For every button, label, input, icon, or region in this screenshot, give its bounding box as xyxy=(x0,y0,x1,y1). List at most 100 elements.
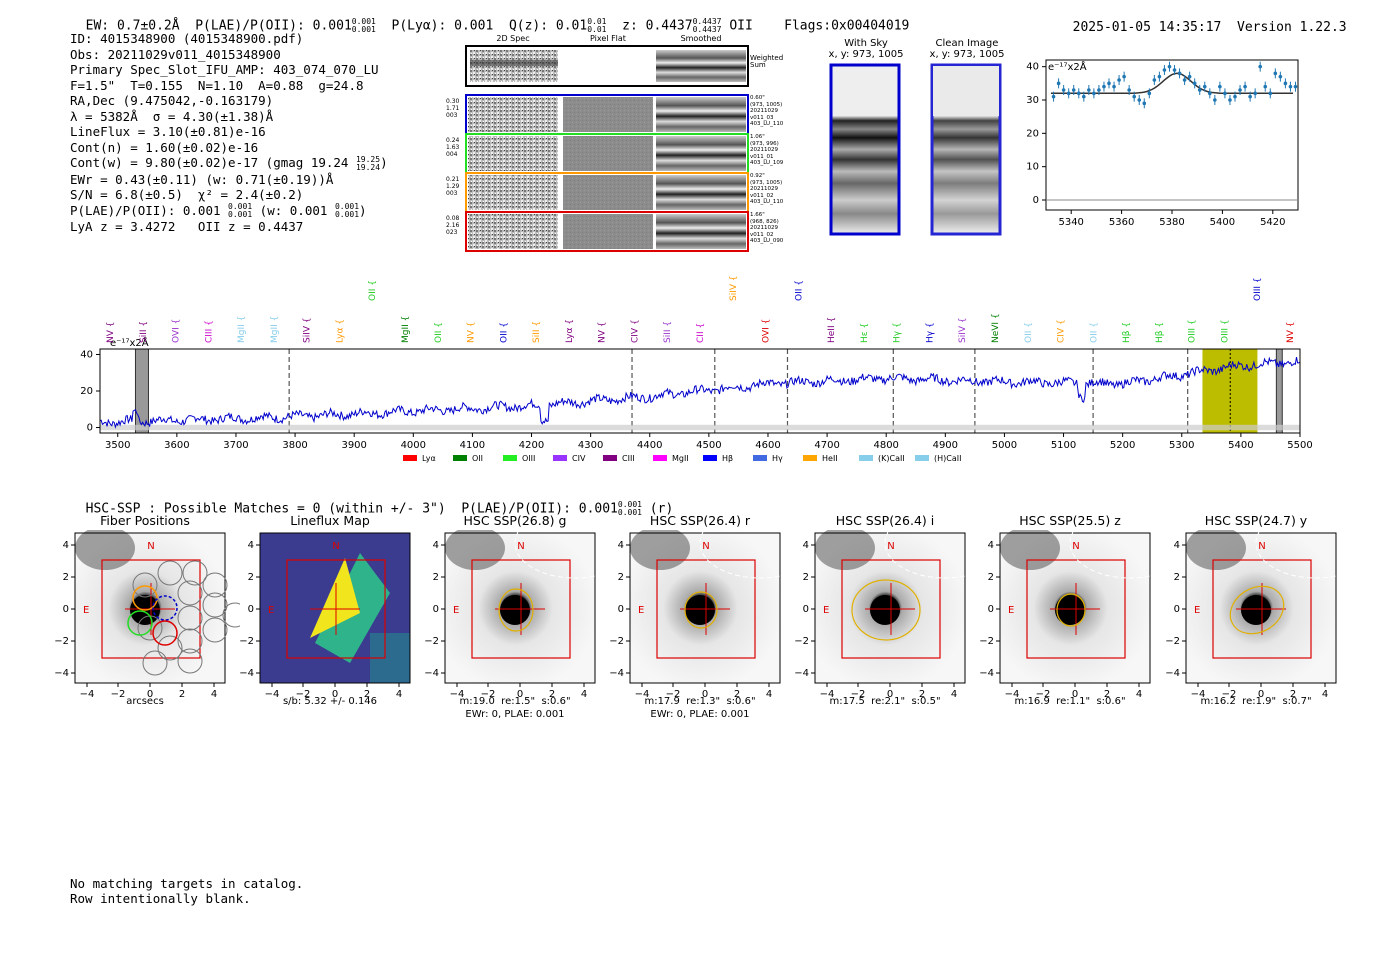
zoom-chart: e⁻¹⁷x2Å 5340 5360 5380 5400 5420 0 10 20 30 40 xyxy=(1026,59,1299,228)
line-id-label: HeII { xyxy=(827,317,837,343)
cutout-xtick-label: 2 xyxy=(1104,689,1110,700)
legend-swatch xyxy=(753,455,767,461)
legend-label: CIII xyxy=(622,454,635,463)
east-label: E xyxy=(1008,605,1014,616)
clean-image-xy: x, y: 973, 1005 xyxy=(929,49,1005,60)
spectrum-xtick-label: 4500 xyxy=(696,440,721,451)
zoom-point xyxy=(1208,91,1212,96)
cutout-ytick-label: 0 xyxy=(988,604,994,615)
zoom-model-curve xyxy=(1051,72,1293,95)
with-sky-xy: x, y: 973, 1005 xyxy=(828,49,904,60)
header-z-hi: 0.4437 xyxy=(692,17,722,26)
line-id-label: OIII { xyxy=(1188,319,1198,343)
east-label: E xyxy=(638,605,644,616)
legend-label: CIV xyxy=(572,454,586,463)
legend-label: Hγ xyxy=(772,454,783,463)
north-label: N xyxy=(147,541,154,552)
cutout-xtick-label: 2 xyxy=(734,689,740,700)
spectrum-xtick-label: 3500 xyxy=(105,440,130,451)
version: Version 1.22.3 xyxy=(1237,20,1347,35)
zoom-point xyxy=(1152,78,1157,82)
info-plae-row: P(LAE)/P(OII): 0.001 0.001 0.001 (w: 0.00… xyxy=(70,202,367,219)
zero-band xyxy=(100,424,1300,431)
zoom-point xyxy=(1172,68,1177,72)
info-ewr: EWr = 0.43(±0.11) (w: 0.71(±0.19))Å xyxy=(70,171,334,187)
spectrum-xtick-label: 4200 xyxy=(519,440,544,451)
zoom-point xyxy=(1192,81,1197,86)
cutout-title: Lineflux Map xyxy=(290,513,370,528)
cutout-ytick-label: −4 xyxy=(794,668,809,679)
cutout-title: HSC SSP(26.4) i xyxy=(835,513,935,528)
line-id-label: NV { xyxy=(1286,322,1296,343)
row1-right: 1.06" (973, 996) 20211029 v011_01 403_LU_109 xyxy=(750,134,784,166)
spectrum-line xyxy=(99,356,1301,429)
header-plae: P(LAE)/P(OII): 0.001 xyxy=(195,18,352,34)
cutout-ytick-label: 4 xyxy=(803,540,809,551)
spectrum-xtick-label: 4300 xyxy=(578,440,603,451)
legend-swatch xyxy=(703,455,717,461)
cutout-caption: m:17.5 re:2.1" s:0.5" xyxy=(829,696,941,707)
header-z-lo: 0.4437 xyxy=(692,25,722,34)
zoom-point xyxy=(1051,94,1056,99)
with-sky-title: With Sky xyxy=(844,38,888,49)
zoom-point xyxy=(1162,68,1167,72)
north-label: N xyxy=(887,541,894,552)
cutout-ytick-label: 2 xyxy=(618,572,624,583)
info-plae-w: (w: 0.001 xyxy=(259,202,328,218)
cutout-ytick-label: −2 xyxy=(424,636,439,647)
legend-swatch xyxy=(403,455,417,461)
spectrum-xtick-label: 3900 xyxy=(341,440,366,451)
cutout-xtick-label: −4 xyxy=(820,689,835,700)
zoom-point xyxy=(1213,98,1217,102)
cutout-caption-2: EWr: 0, PLAE: 0.001 xyxy=(650,709,750,720)
fiber-orange xyxy=(132,585,158,611)
cutout-title: HSC SSP(25.5) z xyxy=(1019,513,1121,528)
photometry-ellipse xyxy=(851,579,921,641)
photometry-ellipse xyxy=(1229,585,1285,635)
spectrum-ytick-label: 20 xyxy=(80,386,93,397)
cutout-ytick-label: −4 xyxy=(609,668,624,679)
info-contw-lo: 19.24 xyxy=(355,162,381,172)
spec2d-rows xyxy=(465,94,749,252)
cutout-xtick-label: −4 xyxy=(635,689,650,700)
cutout-xtick-label: 2 xyxy=(1290,689,1296,700)
cutout-title: Fiber Positions xyxy=(100,513,190,528)
zoom-point xyxy=(1137,98,1142,102)
legend-label: OII xyxy=(472,454,483,463)
header-plae-lo: 0.001 xyxy=(351,25,376,34)
cutout-ytick-label: −2 xyxy=(979,636,994,647)
line-id-label: Lyα { xyxy=(335,319,345,343)
zoom-frame xyxy=(1045,59,1299,211)
spectrum-xtick-label: 5300 xyxy=(1169,440,1194,451)
cutout-ytick-label: 0 xyxy=(433,604,439,615)
line-id-label: OVI { xyxy=(172,319,182,343)
zoom-xtick-label: 5400 xyxy=(1210,217,1235,228)
north-label: N xyxy=(517,541,524,552)
fiber-circle xyxy=(177,628,203,654)
east-label: E xyxy=(83,605,89,616)
cutout-caption: s/b: 5.32 +/- 0.146 xyxy=(282,696,378,707)
info-lambda: λ = 5382Å σ = 4.30(±1.38)Å xyxy=(70,108,274,124)
info-plae-lo: 0.001 xyxy=(228,210,253,219)
fiber-green xyxy=(127,610,153,636)
spectrum-xtick-label: 4000 xyxy=(401,440,426,451)
spectrum-xtick-label: 4700 xyxy=(814,440,839,451)
spectrum-xtick-label: 5200 xyxy=(1110,440,1135,451)
spec2d-header-2: Smoothed xyxy=(680,34,722,43)
full-unit: e⁻¹⁷x2Å xyxy=(110,336,149,349)
zoom-ytick-label: 0 xyxy=(1033,195,1039,206)
zoom-point xyxy=(1197,88,1202,92)
info-primary: Primary Spec_Slot_IFU_AMP: 403_074_070_L… xyxy=(70,62,379,77)
spectrum-xtick-label: 5100 xyxy=(1051,440,1076,451)
row3-right: 1.66" (968, 826) 20211029 v011_02 403_LU_090 xyxy=(750,212,784,244)
zoom-point xyxy=(1066,91,1071,96)
legend-label: Lyα xyxy=(422,454,436,463)
cutout-5: HSC SSP(25.5) z N E −4 −2 0 2 4 4 2 0 −2 −4 m:16.9 re… xyxy=(975,512,1165,727)
header-flags: Flags:0x00404019 xyxy=(784,18,910,34)
zoom-ytick-label: 10 xyxy=(1026,162,1039,173)
info-contw-hi: 19.25 xyxy=(355,154,381,164)
cutout-xtick-label: 4 xyxy=(581,689,587,700)
zoom-point xyxy=(1233,94,1237,99)
spectrum-xtick-label: 3800 xyxy=(282,440,307,451)
fiber-circle xyxy=(157,560,183,586)
